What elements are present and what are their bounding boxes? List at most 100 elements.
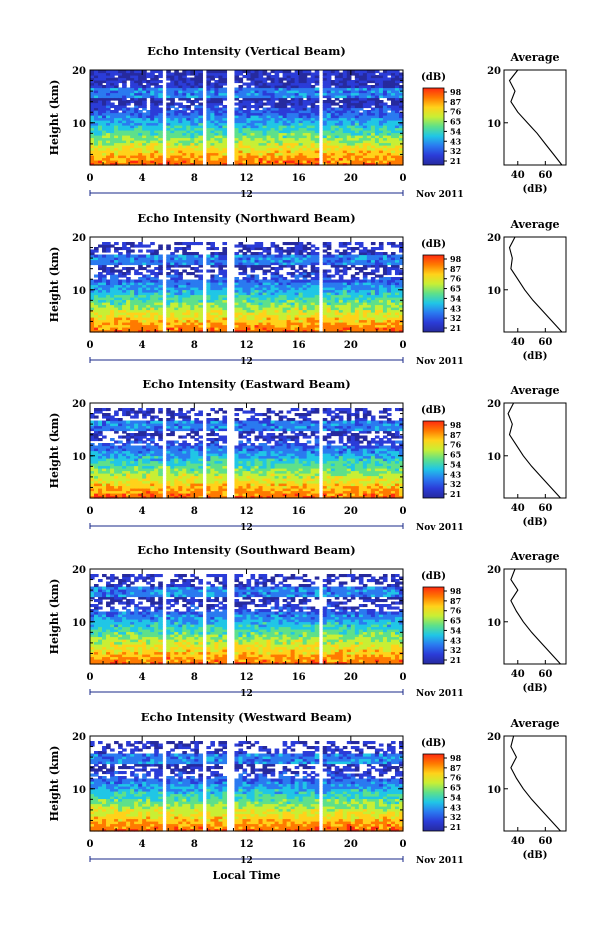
heatmap-cell: [146, 152, 151, 156]
heatmap-cell: [250, 150, 256, 154]
heatmap-cell: [198, 140, 203, 144]
heatmap-cell: [106, 327, 111, 331]
heatmap-cell: [94, 297, 99, 301]
heatmap-cell: [382, 287, 388, 291]
heatmap-cell: [206, 299, 211, 303]
heatmap-cell: [286, 162, 292, 166]
heatmap-cell: [326, 95, 332, 99]
heatmap-cell: [342, 252, 348, 256]
heatmap-cell: [390, 122, 396, 126]
heatmap-cell: [382, 317, 388, 321]
x-tick-label: 8: [191, 173, 198, 184]
heatmap-cell: [194, 294, 199, 298]
heatmap-cell: [266, 160, 272, 164]
heatmap-cell: [310, 267, 316, 271]
heatmap-cell: [102, 120, 107, 124]
heatmap-cell: [354, 279, 360, 283]
heatmap-cell: [182, 160, 187, 164]
heatmap-cell: [262, 77, 268, 81]
heatmap-cell: [154, 254, 159, 258]
heatmap-cell: [198, 80, 203, 84]
heatmap-cell: [310, 95, 316, 99]
heatmap-cell: [186, 130, 191, 134]
heatmap-cell: [214, 324, 220, 328]
heatmap-cell: [358, 257, 364, 261]
heatmap-cell: [374, 292, 380, 296]
heatmap-cell: [334, 317, 340, 321]
heatmap-cell: [378, 85, 384, 89]
heatmap-cell: [194, 127, 199, 131]
heatmap-cell: [238, 72, 244, 76]
heatmap-cell: [374, 107, 380, 111]
heatmap-cell: [354, 127, 360, 131]
heatmap-cell: [182, 249, 187, 253]
heatmap-cell: [210, 319, 215, 323]
heatmap-cell: [298, 242, 304, 246]
heatmap-cell: [382, 145, 388, 149]
heatmap-cell: [346, 155, 352, 159]
heatmap-cell: [138, 317, 143, 321]
heatmap-cell: [310, 120, 316, 124]
colorbar-tick-label: 98: [450, 87, 462, 97]
heatmap-cell: [154, 307, 159, 311]
heatmap-cell: [250, 155, 256, 159]
heatmap-cell: [374, 274, 380, 278]
heatmap-cell: [366, 322, 372, 326]
heatmap-cell: [346, 292, 352, 296]
heatmap-cell: [314, 105, 320, 109]
heatmap-cell: [262, 254, 268, 258]
heatmap-cell: [290, 292, 296, 296]
heatmap-cell: [374, 145, 380, 149]
heatmap-cell: [386, 262, 392, 266]
heatmap-cell: [190, 304, 195, 308]
heatmap-cell: [370, 137, 376, 141]
heatmap-cell: [362, 125, 368, 129]
heatmap-cell: [166, 322, 171, 326]
heatmap-cell: [258, 307, 264, 311]
heatmap-cell: [98, 102, 103, 106]
colorbar-tick-label: 43: [450, 136, 462, 146]
heatmap-cell: [194, 135, 199, 139]
heatmap-cell: [274, 97, 280, 101]
heatmap-cell: [306, 314, 312, 318]
heatmap-cell: [346, 132, 352, 136]
heatmap-cell: [154, 147, 159, 151]
heatmap-cell: [190, 147, 195, 151]
heatmap-cell: [398, 162, 404, 166]
heatmap-cell: [114, 70, 119, 74]
heatmap-cell: [190, 279, 195, 283]
heatmap-cell: [138, 282, 143, 286]
heatmap-cell: [358, 155, 364, 159]
heatmap-cell: [386, 155, 392, 159]
heatmap-cell: [274, 130, 280, 134]
heatmap-cell: [190, 327, 195, 331]
heatmap-cell: [310, 80, 316, 84]
heatmap-cell: [126, 102, 131, 106]
heatmap-cell: [398, 147, 404, 151]
heatmap-cell: [246, 90, 252, 94]
heatmap-cell: [210, 324, 215, 328]
heatmap-cell: [130, 72, 135, 76]
heatmap-cell: [190, 252, 195, 256]
heatmap-cell: [298, 82, 304, 86]
heatmap-cell: [382, 304, 388, 308]
heatmap-cell: [398, 112, 404, 116]
heatmap-cell: [362, 284, 368, 288]
heatmap-cell: [282, 257, 288, 261]
heatmap-cell: [358, 324, 364, 328]
heatmap-cell: [250, 262, 256, 266]
heatmap-cell: [286, 80, 292, 84]
heatmap-cell: [278, 137, 284, 141]
heatmap-cell: [250, 160, 256, 164]
heatmap-cell: [122, 105, 127, 109]
heatmap-cell: [190, 125, 195, 129]
heatmap-cell: [346, 314, 352, 318]
heatmap-cell: [362, 249, 368, 253]
heatmap-cell: [330, 314, 336, 318]
heatmap-cell: [110, 152, 115, 156]
heatmap-cell: [90, 249, 95, 253]
heatmap-cell: [338, 140, 344, 144]
heatmap-cell: [94, 299, 99, 303]
heatmap-cell: [142, 80, 147, 84]
heatmap-cell: [310, 312, 316, 316]
